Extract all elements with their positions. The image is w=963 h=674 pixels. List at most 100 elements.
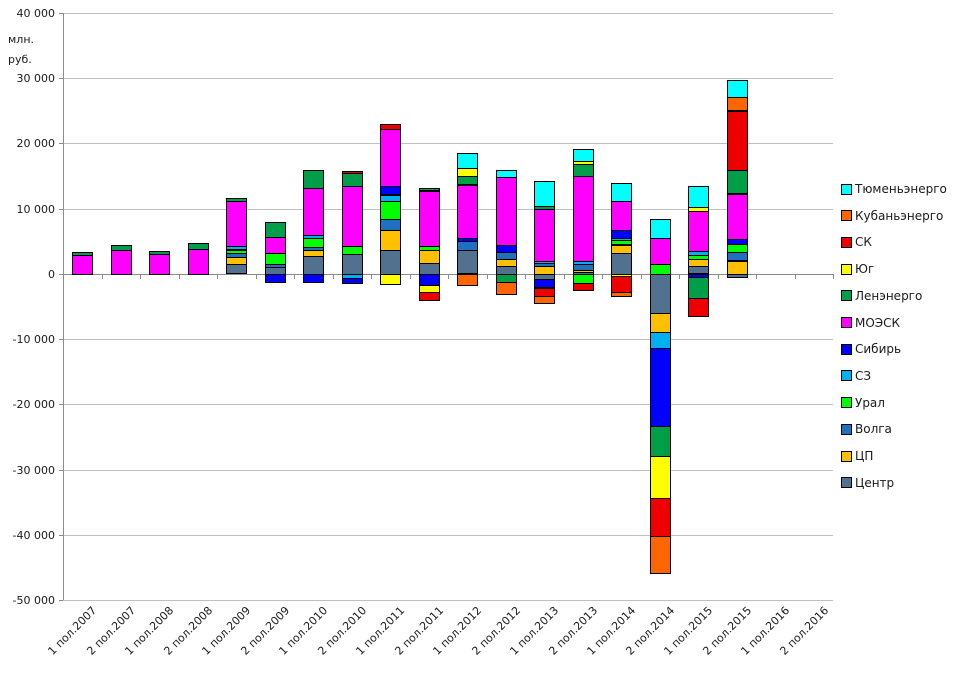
x-axis-tick bbox=[63, 274, 64, 279]
bar-segment-СЗ bbox=[380, 195, 401, 202]
y-axis-unit-label-line2: руб. bbox=[8, 53, 32, 66]
x-axis-tick bbox=[140, 274, 141, 279]
x-axis-tick bbox=[294, 274, 295, 279]
bar-segment-МОЭСК bbox=[188, 249, 209, 275]
bar-segment-МОЭСК bbox=[380, 128, 401, 187]
y-axis-unit-label-line1: млн. bbox=[8, 33, 35, 46]
bar-segment-Урал bbox=[303, 238, 324, 248]
bar-segment-Волга bbox=[727, 252, 748, 261]
x-axis-tick bbox=[217, 274, 218, 279]
bar-segment-СК bbox=[380, 124, 401, 130]
bar-segment-Ленэнерго bbox=[72, 252, 93, 256]
bar-segment-Тюменьэнерго bbox=[688, 186, 709, 208]
bar-segment-Центр bbox=[650, 274, 671, 314]
y-axis-tick bbox=[59, 470, 63, 471]
legend-item-Юг: Юг bbox=[841, 262, 874, 276]
bar-segment-Тюменьэнерго bbox=[496, 170, 517, 178]
legend-label: Кубаньэнерго bbox=[855, 208, 944, 223]
legend-swatch-icon bbox=[841, 477, 852, 489]
y-gridline bbox=[63, 209, 833, 210]
bar-segment-СК bbox=[342, 171, 363, 174]
legend-item-ЦП: ЦП bbox=[841, 449, 873, 463]
y-axis-tick-label: -30 000 bbox=[12, 464, 55, 477]
x-axis-tick bbox=[102, 274, 103, 279]
bar-segment-Урал bbox=[226, 250, 247, 254]
legend-swatch-icon bbox=[841, 450, 852, 462]
y-axis-tick bbox=[59, 209, 63, 210]
bar-segment-Ленэнерго bbox=[688, 277, 709, 299]
legend-item-Тюменьэнерго: Тюменьэнерго bbox=[841, 182, 947, 196]
bar-segment-Ленэнерго bbox=[265, 222, 286, 238]
y-axis-tick-label: -10 000 bbox=[12, 333, 55, 346]
legend-swatch-icon bbox=[841, 183, 852, 195]
bar-segment-Урал bbox=[650, 264, 671, 275]
legend-label: Волга bbox=[855, 422, 892, 437]
x-axis-tick bbox=[525, 274, 526, 279]
bar-segment-Кубаньэнерго bbox=[496, 282, 517, 295]
bar-segment-Сибирь bbox=[342, 278, 363, 284]
bar-segment-МОЭСК bbox=[226, 200, 247, 247]
y-axis-tick-label: -40 000 bbox=[12, 529, 55, 542]
bar-segment-Тюменьэнерго bbox=[573, 149, 594, 162]
legend-item-Сибирь: Сибирь bbox=[841, 342, 901, 356]
legend-label: МОЭСК bbox=[855, 315, 901, 330]
bar-segment-Тюменьэнерго bbox=[534, 181, 555, 207]
bar-segment-Урал bbox=[380, 201, 401, 220]
y-axis-tick bbox=[59, 339, 63, 340]
bar-segment-Кубаньэнерго bbox=[457, 274, 478, 286]
y-axis-tick bbox=[59, 78, 63, 79]
legend-label: ЦП bbox=[855, 449, 874, 463]
bar-segment-МОЭСК bbox=[573, 176, 594, 262]
bar-segment-Сибирь bbox=[496, 245, 517, 253]
bar-segment-Ленэнерго bbox=[111, 245, 132, 251]
bar-segment-МОЭСК bbox=[688, 211, 709, 252]
y-gridline bbox=[63, 535, 833, 536]
bar-segment-МОЭСК bbox=[72, 255, 93, 275]
x-axis-tick bbox=[602, 274, 603, 279]
bar-segment-Ленэнерго bbox=[149, 251, 170, 255]
y-axis-tick-label: -50 000 bbox=[12, 594, 55, 607]
bar-segment-ЦП bbox=[226, 257, 247, 265]
bar-segment-Юг bbox=[457, 168, 478, 177]
bar-segment-ЦП bbox=[727, 261, 748, 275]
bar-segment-Сибирь bbox=[534, 279, 555, 288]
legend-label: Ленэнерго bbox=[855, 288, 923, 303]
x-axis-tick bbox=[795, 274, 796, 279]
bar-segment-МОЭСК bbox=[611, 201, 632, 231]
legend-swatch-icon bbox=[841, 317, 852, 328]
y-axis-tick bbox=[59, 600, 63, 601]
bar-segment-МОЭСК bbox=[727, 194, 748, 240]
x-axis-tick bbox=[756, 274, 757, 279]
y-gridline bbox=[63, 143, 833, 144]
x-axis-tick bbox=[333, 274, 334, 279]
x-axis-tick bbox=[371, 274, 372, 279]
bar-segment-Юг bbox=[650, 456, 671, 499]
bar-segment-Сибирь bbox=[265, 274, 286, 283]
bar-segment-Кубаньэнерго bbox=[650, 536, 671, 574]
bar-segment-Ленэнерго bbox=[342, 173, 363, 187]
legend-swatch-icon bbox=[841, 423, 852, 435]
bar-segment-Центр bbox=[457, 250, 478, 274]
legend-label: Юг bbox=[855, 262, 875, 277]
bar-segment-Сибирь bbox=[303, 274, 324, 283]
bar-segment-Центр bbox=[380, 250, 401, 275]
bar-segment-ЦП bbox=[303, 250, 324, 257]
bar-segment-СК bbox=[419, 292, 440, 301]
bar-segment-МОЭСК bbox=[342, 186, 363, 247]
x-axis-tick bbox=[833, 274, 834, 279]
y-axis-tick-label: -20 000 bbox=[12, 398, 55, 411]
legend-item-Кубаньэнерго: Кубаньэнерго bbox=[841, 209, 943, 223]
bar-segment-ЦП bbox=[496, 259, 517, 267]
bar-segment-Волга bbox=[457, 241, 478, 251]
y-gridline bbox=[63, 600, 833, 601]
bar-segment-МОЭСК bbox=[457, 185, 478, 239]
bar-segment-Центр bbox=[342, 254, 363, 275]
bar-segment-Кубаньэнерго bbox=[611, 292, 632, 297]
legend-label: Сибирь bbox=[855, 342, 902, 357]
x-axis-tick bbox=[410, 274, 411, 279]
bar-segment-СК bbox=[727, 111, 748, 171]
bar-segment-Тюменьэнерго bbox=[457, 153, 478, 169]
bar-segment-Юг bbox=[380, 274, 401, 285]
bar-segment-СК bbox=[573, 283, 594, 291]
bar-segment-Тюменьэнерго bbox=[727, 80, 748, 98]
